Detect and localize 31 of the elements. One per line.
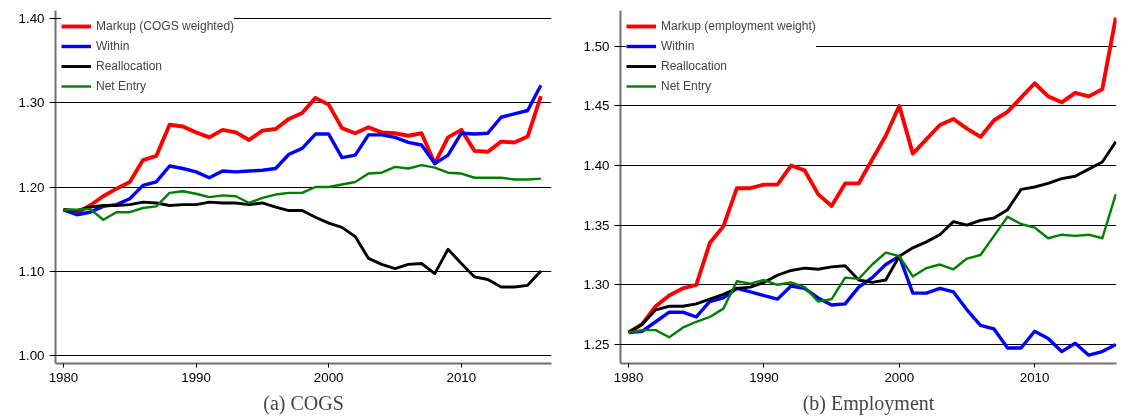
y-tick-label: 1.10 xyxy=(18,263,45,279)
legend-label: Within xyxy=(96,39,130,53)
legend-label: Reallocation xyxy=(96,59,163,73)
legend-label: Markup (employment weight) xyxy=(661,19,816,33)
legend-label: Within xyxy=(661,39,695,53)
x-tick-label: 2000 xyxy=(313,369,344,385)
x-tick-label: 1990 xyxy=(749,369,779,385)
x-tick-label: 2000 xyxy=(884,369,915,385)
x-tick-label: 2010 xyxy=(1019,369,1050,385)
y-tick-label: 1.00 xyxy=(18,347,45,363)
y-tick-label: 1.35 xyxy=(583,217,610,233)
y-tick-label: 1.40 xyxy=(583,158,610,174)
y-tick-label: 1.45 xyxy=(583,98,610,114)
y-tick-label: 1.30 xyxy=(583,277,610,293)
legend-label: Reallocation xyxy=(661,59,728,73)
text: (a) COGS xyxy=(263,391,344,415)
y-tick-label: 1.50 xyxy=(583,38,610,54)
legend-label: Net Entry xyxy=(661,79,712,93)
x-tick-label: 1980 xyxy=(48,369,79,385)
legend-label: Markup (COGS weighted) xyxy=(96,19,235,33)
y-tick-label: 1.20 xyxy=(18,179,45,195)
legend-label: Net Entry xyxy=(96,79,147,93)
line-series xyxy=(627,192,1117,339)
x-tick-label: 2010 xyxy=(446,369,477,385)
y-tick-label: 1.25 xyxy=(583,336,610,352)
text: (b) Employment xyxy=(802,391,935,415)
y-tick-label: 1.30 xyxy=(18,95,45,111)
x-tick-label: 1990 xyxy=(181,369,211,385)
x-tick-label: 1980 xyxy=(613,369,644,385)
y-tick-label: 1.40 xyxy=(18,11,45,27)
line-series xyxy=(62,163,543,221)
